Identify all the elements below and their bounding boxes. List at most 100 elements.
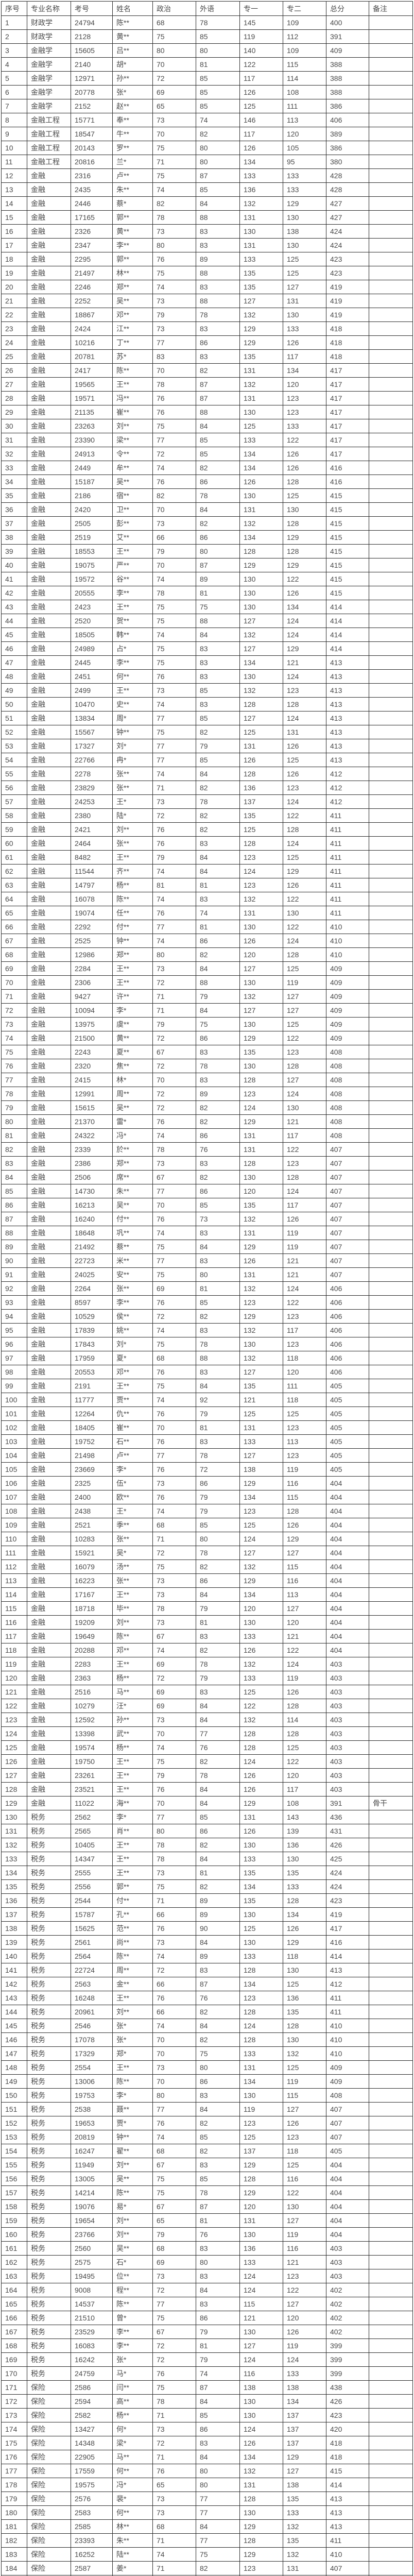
cell-subject2: 122: [283, 1643, 326, 1657]
cell-subject2: 124: [283, 711, 326, 725]
cell-foreign-language: 83: [196, 2269, 240, 2283]
cell-subject1: 127: [240, 642, 283, 656]
cell-name: 王**: [113, 1838, 153, 1852]
cell-total: 409: [326, 2061, 369, 2075]
cell-index: 37: [2, 517, 27, 531]
cell-name: 尚**: [113, 1936, 153, 1950]
cell-exam-no: 10216: [71, 336, 113, 350]
cell-remark: [369, 2325, 413, 2339]
cell-foreign-language: 77: [196, 2492, 240, 2506]
cell-remark: [369, 614, 413, 628]
cell-total: 407: [326, 1212, 369, 1226]
cell-remark: [369, 58, 413, 72]
cell-remark: [369, 1490, 413, 1504]
cell-total: 412: [326, 767, 369, 781]
cell-politics: 81: [153, 878, 196, 892]
cell-subject1: 133: [240, 2256, 283, 2269]
cell-index: 148: [2, 2061, 27, 2075]
cell-total: 403: [326, 1769, 369, 1783]
cell-politics: 74: [153, 2130, 196, 2144]
cell-subject2: 123: [283, 1449, 326, 1463]
cell-politics: 71: [153, 1004, 196, 1018]
cell-exam-no: 16213: [71, 1198, 113, 1212]
cell-foreign-language: 83: [196, 239, 240, 252]
cell-subject2: 124: [283, 1657, 326, 1671]
cell-politics: 74: [153, 767, 196, 781]
cell-exam-no: 19076: [71, 2200, 113, 2214]
cell-foreign-language: 85: [196, 433, 240, 447]
cell-subject2: 122: [283, 572, 326, 586]
cell-politics: 76: [153, 1490, 196, 1504]
cell-subject2: 126: [283, 2116, 326, 2130]
cell-name: 吴**: [113, 294, 153, 308]
cell-foreign-language: 84: [196, 2395, 240, 2409]
cell-politics: 74: [153, 1324, 196, 1337]
cell-remark: [369, 1657, 413, 1671]
cell-total: 407: [326, 1240, 369, 1254]
cell-subject1: 130: [240, 1936, 283, 1950]
cell-remark: [369, 2436, 413, 2450]
cell-politics: 75: [153, 642, 196, 656]
cell-foreign-language: 80: [196, 141, 240, 155]
cell-index: 174: [2, 2422, 27, 2436]
cell-foreign-language: 82: [196, 2116, 240, 2130]
cell-major: 金融: [27, 1685, 71, 1699]
cell-index: 15: [2, 211, 27, 225]
cell-name: 翟**: [113, 2144, 153, 2158]
cell-major: 税务: [27, 2005, 71, 2019]
cell-exam-no: 10279: [71, 1699, 113, 1713]
cell-name: 刘**: [113, 1616, 153, 1630]
cell-subject1: 123: [240, 2116, 283, 2130]
cell-politics: 69: [153, 1699, 196, 1713]
cell-major: 金融: [27, 1769, 71, 1783]
cell-subject2: 126: [283, 336, 326, 350]
cell-remark: [369, 1866, 413, 1880]
cell-total: 402: [326, 2311, 369, 2325]
cell-index: 19: [2, 266, 27, 280]
cell-total: 403: [326, 1685, 369, 1699]
cell-major: 金融: [27, 392, 71, 405]
cell-subject1: 128: [240, 2005, 283, 2019]
cell-subject1: 138: [240, 1463, 283, 1477]
cell-remark: [369, 2214, 413, 2228]
cell-politics: 73: [153, 2061, 196, 2075]
cell-subject1: 133: [240, 1852, 283, 1866]
cell-remark: [369, 2395, 413, 2409]
cell-politics: 77: [153, 1254, 196, 1268]
cell-remark: [369, 16, 413, 30]
cell-index: 111: [2, 1546, 27, 1560]
cell-major: 金融: [27, 962, 71, 976]
cell-index: 70: [2, 976, 27, 990]
cell-politics: 76: [153, 2464, 196, 2478]
cell-subject1: 130: [240, 2325, 283, 2339]
cell-exam-no: 2252: [71, 294, 113, 308]
cell-name: 陈**: [113, 364, 153, 378]
cell-subject1: 132: [240, 1657, 283, 1671]
cell-subject2: 118: [283, 2144, 326, 2158]
cell-politics: 73: [153, 1866, 196, 1880]
cell-name: 何**: [113, 2464, 153, 2478]
cell-major: 金融: [27, 614, 71, 628]
cell-politics: 75: [153, 1268, 196, 1282]
cell-exam-no: 19752: [71, 1435, 113, 1449]
cell-total: 412: [326, 795, 369, 809]
cell-subject2: 135: [283, 1866, 326, 1880]
cell-subject1: 126: [240, 753, 283, 767]
cell-foreign-language: 87: [196, 378, 240, 392]
cell-subject1: 123: [240, 2562, 283, 2575]
cell-politics: 74: [153, 572, 196, 586]
cell-politics: 77: [153, 920, 196, 934]
cell-total: 414: [326, 1950, 369, 1963]
cell-politics: 68: [153, 16, 196, 30]
cell-major: 税务: [27, 2089, 71, 2103]
